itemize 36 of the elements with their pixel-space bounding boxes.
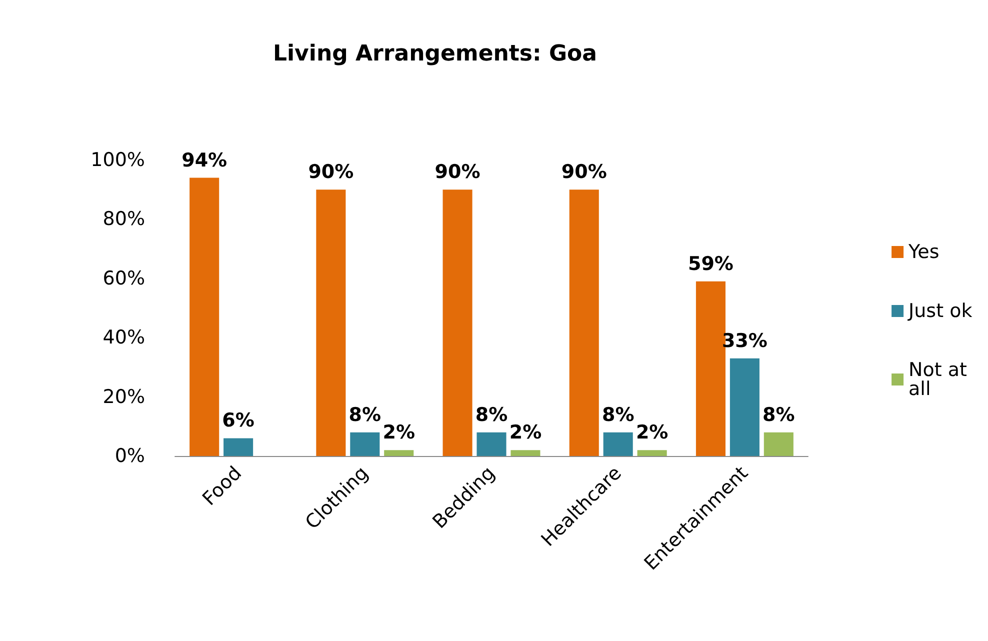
bar: [569, 190, 599, 456]
bar: [764, 432, 794, 456]
bar: [190, 178, 220, 456]
chart-title: Living Arrangements: Goa: [272, 42, 598, 66]
data-label: 90%: [308, 161, 354, 184]
data-label: 2%: [636, 422, 668, 444]
data-label: 59%: [688, 252, 734, 275]
bar: [637, 450, 667, 456]
legend-label: Yes: [908, 241, 940, 263]
y-tick-label: 60%: [102, 267, 145, 290]
data-label: 8%: [762, 404, 795, 426]
data-label: 6%: [222, 410, 254, 432]
data-label: 8%: [348, 404, 382, 426]
y-tick-label: 0%: [114, 445, 145, 467]
y-tick-label: 20%: [102, 386, 145, 408]
y-tick-label: 80%: [102, 208, 145, 230]
legend-label: Just ok: [908, 300, 972, 322]
data-label: 2%: [382, 422, 416, 444]
data-label: 2%: [509, 422, 542, 444]
bar: [442, 190, 472, 456]
data-label: 8%: [602, 404, 634, 426]
bar: [510, 450, 540, 456]
bar: [350, 432, 380, 456]
bar: [384, 450, 414, 456]
data-label: 90%: [434, 161, 480, 184]
data-label: 8%: [475, 404, 508, 426]
bar: [730, 358, 760, 456]
legend-label: Not at all: [908, 359, 974, 400]
y-tick-label: 40%: [102, 326, 145, 349]
bar: [476, 432, 506, 456]
bar: [603, 432, 633, 456]
y-tick-label: 100%: [90, 149, 145, 171]
bar: [224, 438, 254, 456]
data-label: 94%: [182, 149, 228, 172]
bar: [316, 190, 346, 456]
data-label: 90%: [561, 161, 607, 184]
